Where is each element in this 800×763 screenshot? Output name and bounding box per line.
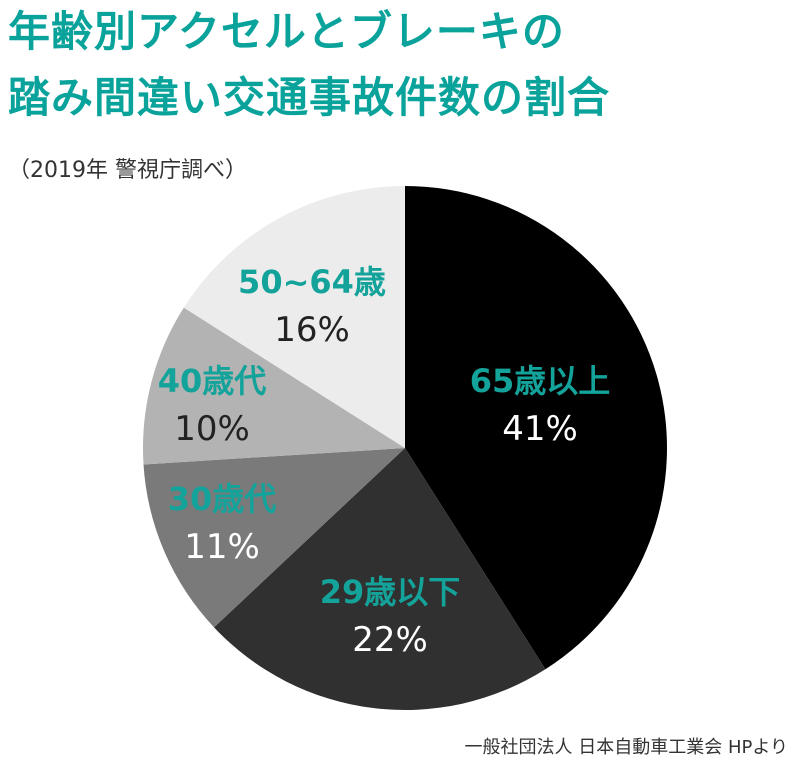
pie-slice-1 bbox=[405, 186, 668, 670]
pie-slice-5 bbox=[183, 186, 405, 448]
slice-percent-label: 22% bbox=[352, 620, 428, 660]
pie-slice-2 bbox=[214, 448, 546, 710]
slice-percent-label: 16% bbox=[274, 310, 350, 350]
slice-category-label: 30歳代 bbox=[168, 480, 277, 518]
slice-percent-label: 41% bbox=[502, 409, 578, 449]
pie-labels: 65歳以上 41% 29歳以下 22% 30歳代 11% 40歳代 10% 50~64歳 16% bbox=[158, 263, 611, 660]
slice-percent-label: 10% bbox=[174, 409, 250, 449]
slice-category-label: 40歳代 bbox=[158, 362, 267, 400]
source-note: 一般社団法人 日本自動車工業会 HPより bbox=[464, 737, 788, 758]
pie-slice-4 bbox=[143, 307, 406, 465]
chart-title-line-1: 年齢別アクセルとブレーキの bbox=[8, 7, 565, 56]
slice-percent-label: 11% bbox=[184, 527, 260, 567]
chart-subtitle: （2019年 警視庁調べ） bbox=[8, 158, 247, 183]
pie-slices bbox=[143, 186, 668, 710]
pie-slice-3 bbox=[143, 448, 405, 628]
slice-category-label: 50~64歳 bbox=[238, 263, 386, 301]
slice-category-label: 29歳以下 bbox=[320, 573, 461, 611]
chart-title-line-2: 踏み間違い交通事故件数の割合 bbox=[8, 73, 611, 122]
slice-category-label: 65歳以上 bbox=[470, 362, 611, 400]
